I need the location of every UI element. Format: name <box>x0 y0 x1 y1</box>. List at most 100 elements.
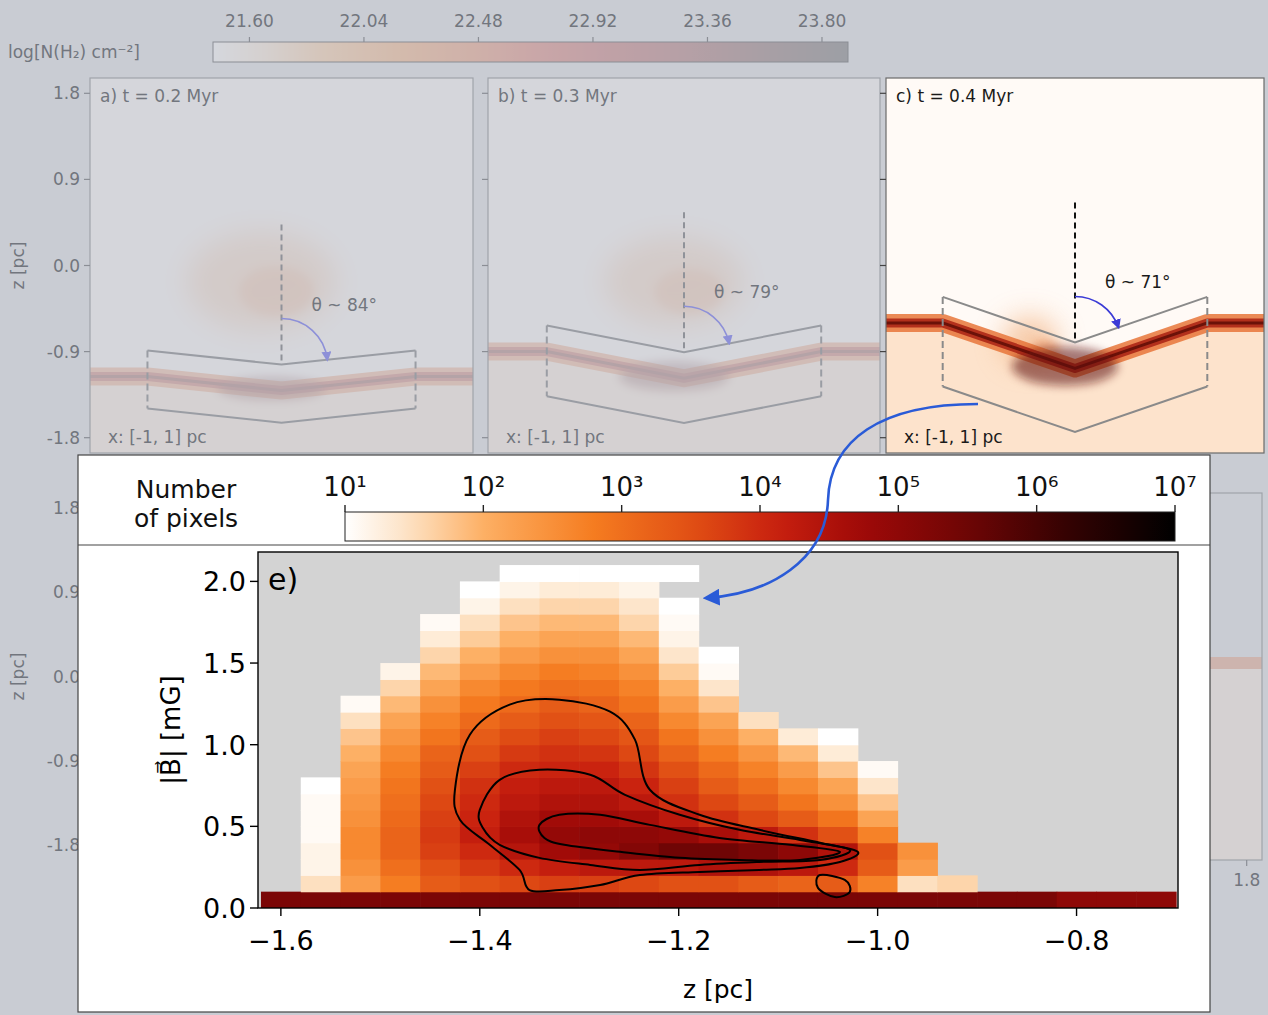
histogram-cell <box>380 663 420 680</box>
histogram-cell <box>659 598 699 615</box>
histogram-cell <box>778 761 818 778</box>
histogram-cell <box>1017 892 1057 908</box>
angle-arc <box>684 306 729 343</box>
angle-label: θ ~ 84° <box>312 295 378 315</box>
histogram-cell <box>699 728 739 745</box>
histogram-cell <box>619 761 659 778</box>
histogram-cell <box>699 761 739 778</box>
histogram-cell <box>539 630 579 647</box>
histogram-cell <box>460 647 500 664</box>
histogram-cell <box>420 630 460 647</box>
angle-arc <box>1075 296 1118 327</box>
histogram-cell <box>778 728 818 745</box>
histogram-cell <box>619 696 659 713</box>
plot-frame <box>258 552 1178 908</box>
histogram-cell <box>699 859 739 876</box>
x-tick-label: −0.8 <box>1044 925 1110 956</box>
figure: 1.80.90.0-0.9-1.8z [pc]a) t = 0.2 Myrx: … <box>0 0 1268 1015</box>
histogram-cell <box>380 892 420 908</box>
histogram-cell <box>539 892 579 908</box>
histogram-cell <box>659 712 699 729</box>
y-tick <box>250 826 258 827</box>
histogram-cell <box>738 745 778 762</box>
histogram-cell <box>539 679 579 696</box>
histogram-cell <box>460 614 500 631</box>
histogram-cell <box>738 843 778 860</box>
y-tick-label: -1.8 <box>47 428 80 448</box>
histogram-cell <box>738 712 778 729</box>
histogram-cell <box>341 728 381 745</box>
histogram-cell <box>898 892 938 908</box>
panel-title: e) <box>268 562 298 597</box>
histogram-cell <box>500 810 540 827</box>
colorbar-tick <box>621 505 622 512</box>
histogram-cell <box>420 892 460 908</box>
histogram-cell <box>500 598 540 615</box>
histogram-cell <box>420 614 460 631</box>
histogram-cells <box>261 565 1177 908</box>
y-tick-label: 1.8 <box>53 83 80 103</box>
histogram-cell <box>619 826 659 843</box>
histogram-cell <box>380 794 420 811</box>
histogram-cell <box>380 826 420 843</box>
map-background <box>886 78 1264 453</box>
histogram-cell <box>778 810 818 827</box>
histogram-cell <box>500 696 540 713</box>
histogram-cell <box>500 728 540 745</box>
x-tick-label: 1.8 <box>1233 870 1260 890</box>
plot-area <box>261 565 1177 908</box>
histogram-cell <box>579 728 619 745</box>
histogram-cell <box>818 777 858 794</box>
colorbar-tick <box>478 37 479 42</box>
histogram-cell <box>460 712 500 729</box>
y-tick <box>250 581 258 582</box>
histogram-cell <box>500 663 540 680</box>
histogram-cell <box>539 826 579 843</box>
panel-frame <box>886 78 1264 453</box>
y-tick <box>250 662 258 663</box>
histogram-cell <box>699 696 739 713</box>
histogram-cell <box>579 679 619 696</box>
histogram-cell <box>579 745 619 762</box>
colorbar-tick <box>821 37 822 42</box>
density-contour <box>454 699 858 892</box>
colorbar-tick-label: 23.36 <box>683 11 732 31</box>
histogram-cell <box>619 630 659 647</box>
angle-arc <box>282 319 328 360</box>
x-tick <box>479 908 480 916</box>
y-tick <box>880 93 886 94</box>
histogram-cell <box>858 843 898 860</box>
histogram-cell <box>341 761 381 778</box>
histogram-cell <box>301 859 341 876</box>
histogram-cell <box>579 794 619 811</box>
y-tick <box>482 351 488 352</box>
histogram-cell <box>380 679 420 696</box>
histogram-cell <box>500 565 540 582</box>
colorbar-tick-label: 22.48 <box>454 11 503 31</box>
x-range-label: x: [-1, 1] pc <box>108 427 207 447</box>
histogram-cell <box>539 614 579 631</box>
histogram-cell <box>699 745 739 762</box>
histogram-cell <box>818 745 858 762</box>
histogram-cell <box>619 614 659 631</box>
histogram-cell <box>539 728 579 745</box>
x-tick <box>1076 908 1077 916</box>
histogram-cell <box>341 810 381 827</box>
histogram-cell <box>460 745 500 762</box>
histogram-cell <box>420 679 460 696</box>
y-tick-label: 1.8 <box>53 498 80 518</box>
x-tick <box>280 908 281 916</box>
colorbar-tick-label: 21.60 <box>225 11 274 31</box>
histogram-cell <box>579 581 619 598</box>
y-tick <box>84 179 90 180</box>
histogram-cell <box>699 679 739 696</box>
histogram-cell <box>500 647 540 664</box>
histogram-cell <box>380 777 420 794</box>
histogram-cell <box>341 712 381 729</box>
x-tick-label: −1.2 <box>646 925 712 956</box>
colorbar-title-line: Number <box>136 475 237 504</box>
x-range-label: x: [-1, 1] pc <box>904 427 1003 447</box>
histogram-cell <box>858 777 898 794</box>
histogram-cell <box>619 663 659 680</box>
colorbar-tick <box>592 37 593 42</box>
